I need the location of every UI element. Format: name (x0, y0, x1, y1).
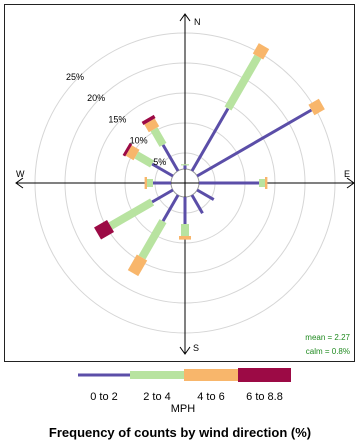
ring-label-15: 15% (108, 114, 126, 124)
arrow-east-icon (346, 177, 355, 189)
sector-120-bin-0 (196, 188, 215, 201)
sector-330-bin-3 (141, 114, 156, 126)
sector-300-bin-3 (122, 142, 133, 157)
chart-title: Frequency of counts by wind direction (%… (49, 425, 311, 440)
legend-label-3: 6 to 8.8 (246, 391, 283, 403)
sector-210-bin-0 (161, 194, 180, 222)
sector-60-bin-2 (308, 98, 325, 116)
dir-label-w: W (16, 169, 25, 179)
ring-label-10: 10% (130, 136, 148, 146)
ring-labels: 5% 10% 15% 20% 25% (66, 72, 166, 167)
legend-label-0: 0 to 2 (90, 391, 118, 403)
arrow-north-icon (179, 13, 191, 22)
sector-210-bin-2 (127, 254, 148, 277)
dir-label-e: E (344, 169, 350, 179)
sector-240-bin-3 (94, 219, 115, 240)
sector-330-bin-0 (161, 144, 180, 172)
ring-label-5: 5% (153, 157, 166, 167)
legend: 0 to 2 2 to 4 4 to 6 6 to 8.8 (78, 368, 291, 403)
sector-210-bin-1 (138, 219, 167, 260)
sector-30-bin-2 (252, 43, 270, 60)
sector-30-bin-1 (224, 54, 262, 111)
arrow-west-icon (15, 177, 24, 189)
sector-30-bin-0 (190, 107, 230, 172)
compass-axes (15, 13, 355, 355)
dir-label-s: S (193, 343, 199, 353)
sector-300-bin-2 (125, 145, 140, 161)
sector-330-bin-1 (150, 127, 167, 147)
sector-60-bin-0 (196, 108, 313, 178)
sector-300-bin-1 (134, 151, 155, 168)
ring-label-20: 20% (87, 93, 105, 103)
sector-150-bin-0 (190, 194, 204, 215)
stat-mean: mean = 2.27 (305, 333, 350, 342)
arrow-south-icon (179, 346, 191, 355)
legend-label-1: 2 to 4 (143, 391, 171, 403)
stat-calm: calm = 0.8% (306, 347, 350, 356)
sector-300-bin-0 (151, 162, 174, 178)
legend-label-2: 4 to 6 (197, 391, 225, 403)
dir-label-n: N (194, 17, 201, 27)
sector-240-bin-0 (151, 188, 174, 204)
wind-sectors (94, 43, 325, 277)
sector-330-bin-2 (144, 118, 160, 133)
sector-240-bin-1 (108, 198, 155, 230)
legend-title: MPH (171, 403, 196, 415)
ring-label-25: 25% (66, 72, 84, 82)
